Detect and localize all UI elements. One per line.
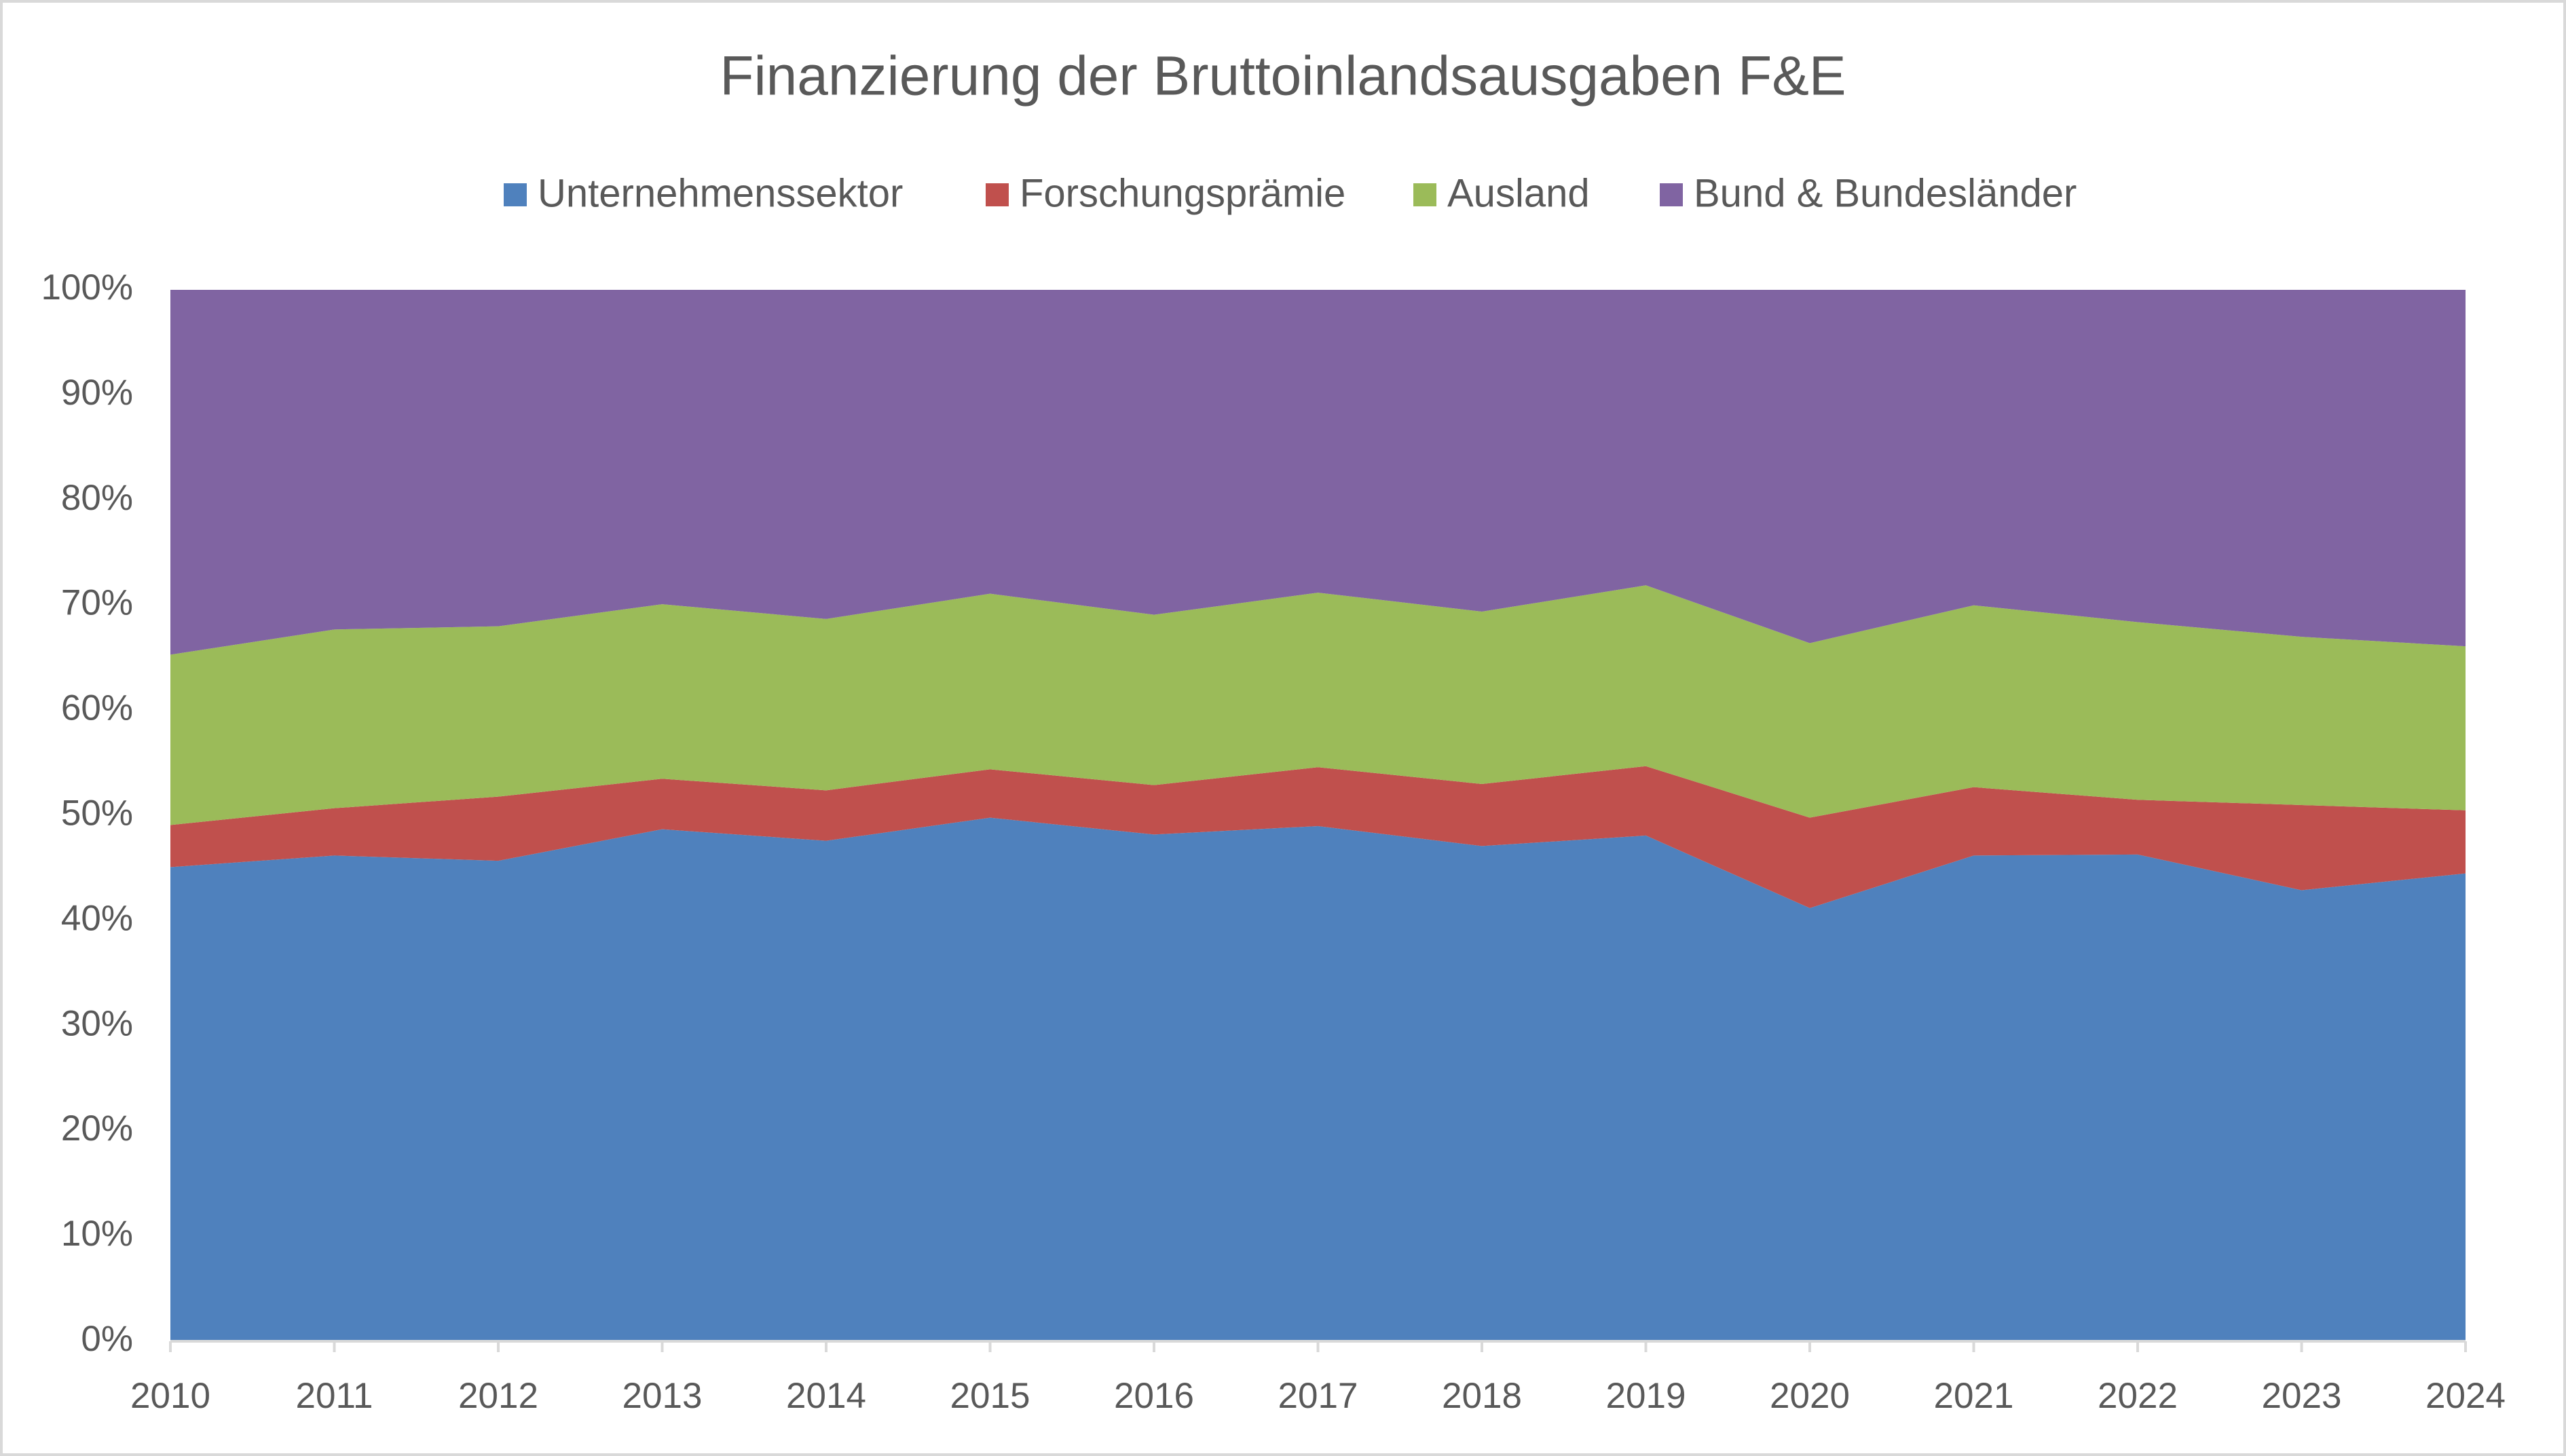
area [170,585,2466,825]
x-tick-label: 2012 [458,1376,538,1416]
x-tick-label: 2017 [1278,1376,1358,1416]
y-tick-label: 80% [61,478,133,518]
x-tick-label: 2023 [2262,1376,2342,1416]
y-tick-label: 70% [61,583,133,623]
area [170,290,2466,655]
legend-label: Forschungsprämie [1020,171,1345,215]
y-tick-label: 50% [61,794,133,834]
y-tick-label: 0% [81,1319,133,1359]
x-tick-label: 2010 [130,1376,210,1416]
x-tick-label: 2015 [950,1376,1030,1416]
x-tick-label: 2018 [1442,1376,1522,1416]
legend-label: Unternehmenssektor [538,171,903,215]
x-tick-label: 2013 [622,1376,703,1416]
y-tick-label: 100% [41,267,133,307]
y-tick-label: 20% [61,1108,133,1149]
legend-swatch [1413,183,1436,206]
y-tick-label: 10% [61,1214,133,1254]
y-tick-label: 60% [61,688,133,728]
legend-swatch [504,183,527,206]
y-tick-label: 30% [61,1003,133,1043]
chart-title: Finanzierung der Bruttoinlandsausgaben F… [720,45,1846,107]
x-tick-label: 2019 [1606,1376,1686,1416]
y-tick-label: 90% [61,373,133,413]
y-tick-label: 40% [61,898,133,938]
area [170,817,2466,1341]
x-tick-label: 2022 [2098,1376,2178,1416]
x-tick-label: 2014 [786,1376,866,1416]
legend-swatch [986,183,1009,206]
legend-label: Ausland [1447,171,1590,215]
legend-label: Bund & Bundesländer [1694,171,2077,215]
area [170,766,2466,908]
x-tick-label: 2016 [1114,1376,1194,1416]
x-tick-label: 2024 [2425,1376,2506,1416]
x-tick-label: 2011 [296,1376,373,1416]
x-tick-label: 2020 [1770,1376,1850,1416]
x-tick-label: 2021 [1934,1376,2014,1416]
legend-swatch [1660,183,1683,206]
